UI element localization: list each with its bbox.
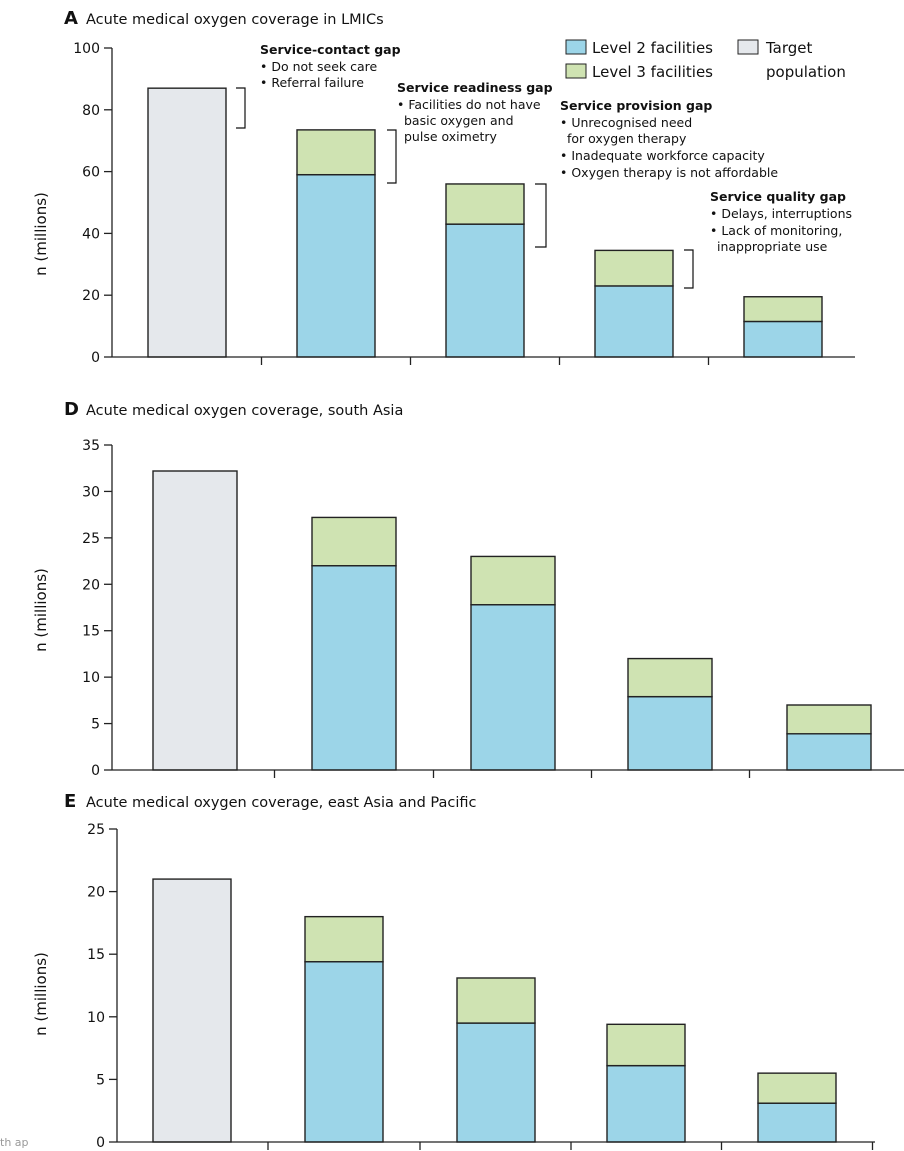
panel-e-letter: E [64,791,76,812]
y-tick-label: 15 [87,947,105,963]
annotation-heading: Service quality gap [710,189,846,204]
bar-level2-facilities [296,173,376,358]
panel-d: D Acute medical oxygen coverage, south A… [32,399,904,779]
annotation-item: • Referral failure [260,75,364,90]
y-tick-label: 15 [82,624,100,640]
bracket-service-readiness [387,129,397,184]
panel-d-letter: D [64,399,79,420]
bar-level3-facilities [743,296,823,323]
annotation-item: for oxygen therapy [567,131,687,146]
y-tick-label: 10 [82,670,100,686]
annotation-item: • Facilities do not have [397,97,541,112]
panel-a-y-axis-label: n (millions) [32,192,50,276]
annotation-item: basic oxygen and [404,113,514,128]
panel-e-plot-area: 0 5 10 15 20 25 [87,822,875,1151]
bracket-service-provision [535,183,547,248]
annotation-heading: Service readiness gap [397,80,553,95]
y-tick-label: 80 [82,103,100,119]
y-tick-label: 10 [87,1010,105,1026]
bar-level2-facilities [594,285,674,358]
annotation-heading: Service-contact gap [260,42,401,57]
annotation-service-contact-gap: Service-contact gap • Do not seek care •… [260,42,401,90]
bar-level2-facilities [606,1064,686,1143]
annotation-item: • Oxygen therapy is not affordable [560,165,778,180]
annotation-item: • Unrecognised need [560,115,692,130]
annotation-item: • Lack of monitoring, [710,223,842,238]
y-tick-label: 20 [82,577,100,593]
y-tick-label: 40 [82,226,100,242]
legend-label-level3: Level 3 facilities [592,63,713,81]
annotation-item: inappropriate use [717,239,828,254]
legend: Level 2 facilities Level 3 facilities Ta… [565,39,846,81]
annotation-item: • Do not seek care [260,59,378,74]
annotation-item: • Inadequate workforce capacity [560,148,765,163]
gap-brackets [236,87,694,289]
y-tick-label: 0 [91,350,100,366]
annotation-service-readiness-gap: Service readiness gap • Facilities do no… [397,80,553,144]
bar-level3-facilities [470,555,556,606]
panel-d-title: Acute medical oxygen coverage, south Asi… [86,403,403,419]
annotation-item: pulse oximetry [404,129,498,144]
legend-swatch-level2 [565,39,587,55]
bar-level2-facilities [445,223,525,358]
edge-text-fragment: th ap [0,1136,29,1149]
bar-level3-facilities [786,704,872,735]
panel-d-plot-area: 0 5 10 15 20 25 30 35 [82,438,904,779]
y-tick-label: 35 [82,438,100,454]
y-tick-label: 20 [87,885,105,901]
bar-target-population [152,470,238,771]
panel-d-y-axis-label: n (millions) [32,568,50,652]
bracket-service-contact [236,87,246,129]
y-tick-label: 20 [82,288,100,304]
bar-level3-facilities [456,977,536,1024]
y-tick-label: 5 [96,1072,105,1088]
y-tick-label: 25 [82,531,100,547]
panel-e-y-axis-label: n (millions) [32,952,50,1036]
bar-level2-facilities [470,604,556,771]
annotation-service-provision-gap: Service provision gap • Unrecognised nee… [560,98,778,180]
y-tick-label: 0 [91,763,100,779]
bar-level3-facilities [594,249,674,287]
legend-swatch-target [737,39,759,55]
bar-level2-facilities [627,695,713,771]
y-tick-label: 5 [91,717,100,733]
panel-a-plot-area: 0 20 40 60 80 100 [73,41,855,366]
annotation-item: • Delays, interruptions [710,206,852,221]
bar-target-population [147,87,227,358]
legend-label-target-line1: Target [765,39,813,57]
bar-level2-facilities [311,565,397,771]
annotation-service-quality-gap: Service quality gap • Delays, interrupti… [710,189,852,254]
legend-label-target-line2: population [766,63,846,81]
y-tick-label: 60 [82,165,100,181]
y-tick-label: 100 [73,41,100,57]
panel-e: E Acute medical oxygen coverage, east As… [32,791,875,1151]
bar-level2-facilities [743,320,823,358]
bar-level3-facilities [445,183,525,225]
bar-level2-facilities [304,961,384,1143]
bar-level3-facilities [296,129,376,176]
panel-a-title: Acute medical oxygen coverage in LMICs [86,12,384,28]
y-tick-label: 25 [87,822,105,838]
y-tick-label: 30 [82,484,100,500]
panel-e-title: Acute medical oxygen coverage, east Asia… [86,795,477,811]
bar-level3-facilities [606,1023,686,1067]
bar-level3-facilities [627,657,713,698]
bar-level2-facilities [786,733,872,771]
bar-level2-facilities [757,1102,837,1143]
bar-level3-facilities [304,915,384,963]
bar-target-population [152,878,232,1143]
bar-level2-facilities [456,1022,536,1143]
bar-level3-facilities [757,1072,837,1104]
y-tick-label: 0 [96,1135,105,1151]
bracket-service-quality [684,249,694,289]
panel-a: A Acute medical oxygen coverage in LMICs… [32,8,855,366]
panel-a-letter: A [64,8,78,29]
bar-level3-facilities [311,516,397,567]
annotation-heading: Service provision gap [560,98,712,113]
legend-swatch-level3 [565,63,587,79]
legend-label-level2: Level 2 facilities [592,39,713,57]
